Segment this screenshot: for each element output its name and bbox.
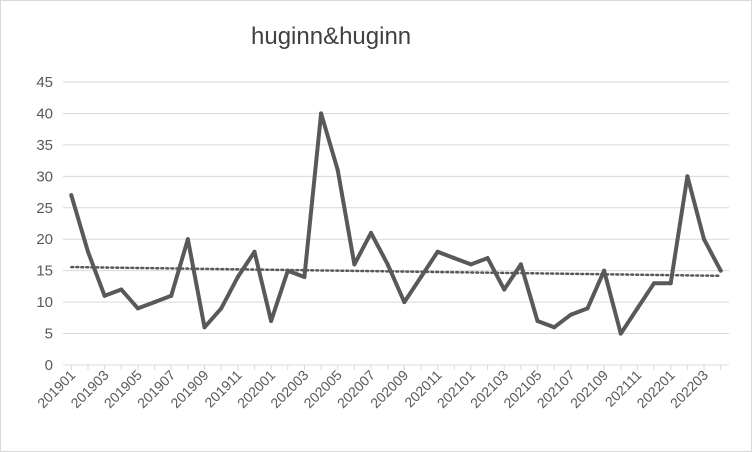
y-tick-label: 40 [36, 105, 53, 122]
data-point [152, 300, 157, 305]
data-point [102, 293, 107, 298]
data-point [85, 249, 90, 254]
data-point [518, 262, 523, 267]
data-point [402, 300, 407, 305]
series-line [69, 111, 723, 336]
data-point [585, 306, 590, 311]
data-point [269, 318, 274, 323]
trendline [70, 265, 722, 278]
y-tick-label: 35 [36, 137, 53, 154]
data-point [302, 274, 307, 279]
y-axis-ticks: 0 5 10 15 20 25 30 35 40 45 [36, 74, 53, 374]
data-point [602, 268, 607, 273]
gridlines [63, 81, 729, 366]
y-tick-label: 15 [36, 263, 53, 280]
data-point [135, 306, 140, 311]
data-point [185, 237, 190, 242]
series-group [69, 111, 723, 336]
data-point [618, 331, 623, 336]
data-point [702, 237, 707, 242]
data-point [418, 274, 423, 279]
data-point [668, 281, 673, 286]
y-tick-label: 5 [45, 326, 53, 343]
x-tick-label: 202109 [567, 367, 611, 411]
x-tick-label: 201909 [167, 367, 211, 411]
chart-title: huginn&huginn [251, 23, 412, 50]
data-point [468, 262, 473, 267]
x-axis: 2019012019032019052019072019092019112020… [34, 365, 722, 411]
data-point [335, 168, 340, 173]
data-point [385, 262, 390, 267]
data-point [285, 268, 290, 273]
data-point [119, 287, 124, 292]
data-point [235, 274, 240, 279]
y-tick-label: 30 [36, 168, 53, 185]
data-point [69, 193, 74, 198]
data-point [568, 312, 573, 317]
data-point [369, 230, 374, 235]
data-point [435, 249, 440, 254]
data-point [202, 325, 207, 330]
x-tick-label: 202009 [367, 367, 411, 411]
data-point [685, 174, 690, 179]
data-point [352, 262, 357, 267]
data-point [319, 111, 324, 116]
data-point [169, 293, 174, 298]
y-tick-label: 0 [45, 357, 53, 374]
y-tick-label: 45 [36, 74, 53, 91]
data-point [452, 256, 457, 261]
trendline-group [70, 265, 722, 278]
data-point [485, 256, 490, 261]
data-point [552, 325, 557, 330]
data-point [635, 306, 640, 311]
data-point [652, 281, 657, 286]
data-point [535, 318, 540, 323]
y-tick-label: 20 [36, 231, 53, 248]
data-point [219, 306, 224, 311]
y-tick-label: 10 [36, 294, 53, 311]
y-tick-label: 25 [36, 200, 53, 217]
data-point [502, 287, 507, 292]
x-tick-label: 202203 [667, 367, 711, 411]
data-point [718, 268, 723, 273]
data-point [252, 249, 257, 254]
